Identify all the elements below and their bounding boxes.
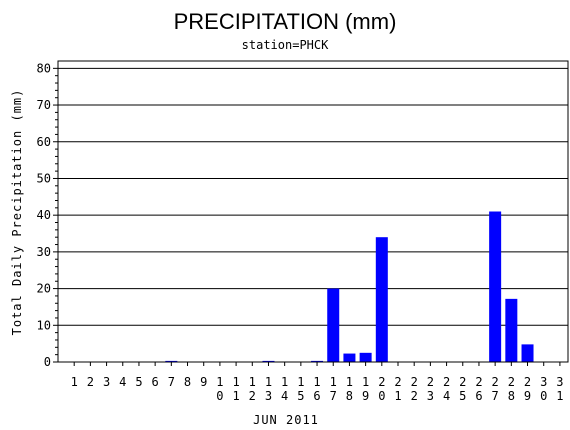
y-tick-label: 10: [37, 318, 51, 332]
x-tick-label: 9: [200, 375, 207, 389]
bar-day-29: [521, 344, 534, 362]
x-tick-label: 5: [297, 389, 304, 403]
x-axis-ticks: 1 2 3 4 5 6 7 8 9 1011121314151617181920212223242…: [71, 362, 564, 403]
x-tick-label: 0: [540, 389, 547, 403]
y-tick-label: 0: [44, 355, 51, 369]
x-tick-label: 5: [135, 375, 142, 389]
bar-day-20: [375, 237, 388, 362]
x-tick-label: 1: [265, 375, 272, 389]
x-tick-label: 8: [184, 375, 191, 389]
y-tick-label: 50: [37, 171, 51, 185]
bar-day-27: [489, 211, 502, 362]
chart-title: PRECIPITATION (mm): [174, 9, 397, 34]
x-tick-label: 0: [216, 389, 223, 403]
x-tick-label: 1: [297, 375, 304, 389]
bar-day-17: [327, 288, 340, 362]
x-tick-label: 2: [394, 375, 401, 389]
x-tick-label: 7: [330, 389, 337, 403]
x-tick-label: 2: [492, 375, 499, 389]
x-tick-label: 1: [556, 389, 563, 403]
x-tick-label: 2: [378, 375, 385, 389]
x-tick-label: 1: [216, 375, 223, 389]
y-tick-label: 70: [37, 98, 51, 112]
y-axis-label: Total Daily Precipitation (mm): [10, 89, 24, 336]
x-tick-label: 3: [427, 389, 434, 403]
x-tick-label: 3: [265, 389, 272, 403]
x-tick-label: 3: [556, 375, 563, 389]
x-tick-label: 7: [168, 375, 175, 389]
y-tick-label: 80: [37, 61, 51, 75]
x-tick-label: 2: [87, 375, 94, 389]
x-tick-label: 6: [475, 389, 482, 403]
x-tick-label: 1: [71, 375, 78, 389]
x-tick-label: 5: [459, 389, 466, 403]
bar-day-13: [262, 360, 275, 362]
y-tick-label: 20: [37, 282, 51, 296]
x-tick-label: 9: [524, 389, 531, 403]
x-tick-label: 4: [281, 389, 288, 403]
x-tick-label: 1: [330, 375, 337, 389]
x-tick-label: 2: [411, 389, 418, 403]
x-tick-label: 2: [524, 375, 531, 389]
bar-day-19: [359, 352, 372, 362]
x-tick-label: 0: [378, 389, 385, 403]
bar-day-28: [505, 298, 518, 362]
x-tick-label: 1: [313, 375, 320, 389]
y-tick-label: 40: [37, 208, 51, 222]
x-tick-label: 2: [508, 375, 515, 389]
x-tick-label: 1: [249, 375, 256, 389]
bars: [165, 211, 534, 362]
x-tick-label: 7: [492, 389, 499, 403]
x-tick-label: 6: [313, 389, 320, 403]
x-tick-label: 1: [232, 375, 239, 389]
x-tick-label: 4: [119, 375, 126, 389]
grid-lines: [58, 67, 568, 326]
x-tick-label: 1: [394, 389, 401, 403]
y-axis-ticks: 0 10 20 30 40 50 60 70 80: [37, 61, 58, 369]
x-tick-label: 3: [540, 375, 547, 389]
x-tick-label: 6: [152, 375, 159, 389]
x-tick-label: 1: [362, 375, 369, 389]
x-tick-label: 1: [232, 389, 239, 403]
x-tick-label: 2: [249, 389, 256, 403]
bar-day-16: [311, 360, 324, 362]
x-tick-label: 2: [459, 375, 466, 389]
x-tick-label: 3: [103, 375, 110, 389]
x-tick-label: 8: [508, 389, 515, 403]
x-tick-label: 9: [362, 389, 369, 403]
bar-day-7: [165, 360, 178, 362]
x-axis-label: JUN 2011: [253, 413, 319, 427]
x-tick-label: 8: [346, 389, 353, 403]
x-tick-label: 2: [475, 375, 482, 389]
x-tick-label: 1: [281, 375, 288, 389]
plot-frame: [57, 60, 569, 363]
x-tick-label: 2: [427, 375, 434, 389]
x-tick-label: 4: [443, 389, 450, 403]
x-tick-label: 2: [411, 375, 418, 389]
x-tick-label: 1: [346, 375, 353, 389]
y-tick-label: 30: [37, 245, 51, 259]
chart-subtitle: station=PHCK: [242, 38, 329, 52]
x-tick-label: 2: [443, 375, 450, 389]
y-tick-label: 60: [37, 135, 51, 149]
bar-day-18: [343, 353, 356, 362]
